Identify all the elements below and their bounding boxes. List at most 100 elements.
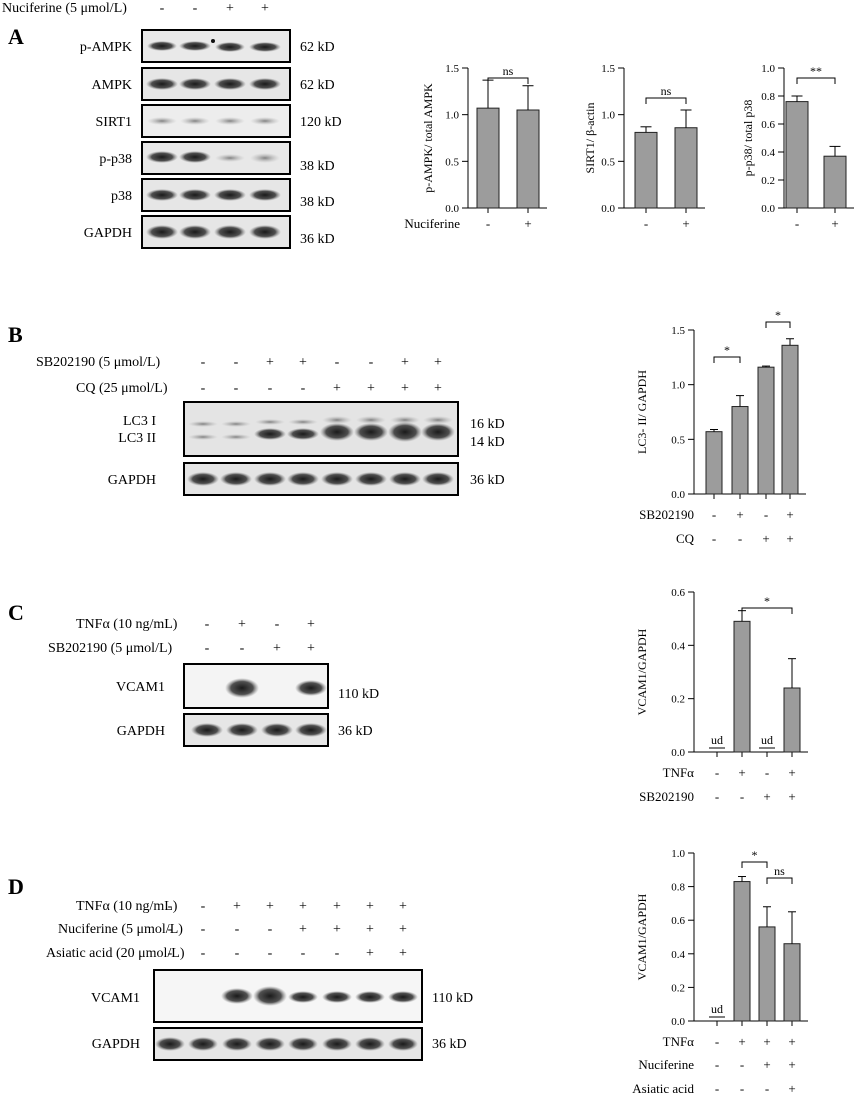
treatment-d-tnf-sign: +	[333, 899, 341, 914]
blot-label-c-vcam1: VCAM1	[116, 680, 165, 695]
x-row-sign: +	[786, 507, 793, 522]
x-row-sign: -	[644, 216, 648, 231]
blot-label-d-vcam1: VCAM1	[91, 991, 140, 1006]
significance-bracket	[713, 356, 741, 363]
treatment-b-sb-sign: -	[369, 355, 374, 370]
treatment-d-aa-sign: -	[301, 946, 306, 961]
bar	[731, 406, 749, 495]
bar	[733, 620, 751, 753]
x-row-sign: +	[682, 216, 689, 231]
y-tick-label: 0.0	[761, 203, 775, 215]
x-row-sign: -	[715, 789, 719, 804]
treatment-label-c-tnf: TNFα (10 ng/mL)	[76, 617, 178, 632]
treatment-c-sb-sign: -	[205, 641, 210, 656]
treatment-a-sign: +	[226, 1, 234, 16]
significance-label: ns	[503, 64, 514, 78]
treatment-d-nuc-sign: -	[168, 922, 173, 937]
treatment-d-aa-sign: -	[168, 946, 173, 961]
treatment-b-cq-sign: +	[367, 381, 375, 396]
y-axis-label: VCAM1/GAPDH	[635, 628, 649, 715]
x-row-sign: -	[715, 1057, 719, 1072]
blot-b-lc3	[183, 401, 459, 457]
y-tick-label: 0.0	[445, 203, 459, 215]
bar	[781, 344, 799, 495]
treatment-c-tnf-sign: +	[238, 617, 246, 632]
y-tick-label: 0.0	[671, 747, 685, 759]
x-row-sign: -	[712, 531, 716, 546]
blot-size-c-gapdh: 36 kD	[338, 724, 373, 739]
blot-label-a-p38: p38	[111, 189, 132, 204]
y-axis-label: VCAM1/GAPDH	[635, 893, 649, 980]
chart-b: 0.0 0.5 1.0 1.5 LC3- II/ GAPDH * * SB202190 - + - +…	[635, 308, 806, 546]
blot-a-sirt1	[141, 104, 291, 138]
blot-c-vcam1	[183, 663, 329, 709]
treatment-b-cq-sign: -	[301, 381, 306, 396]
blot-label-a-gapdh: GAPDH	[84, 226, 132, 241]
treatment-b-cq-sign: -	[201, 381, 206, 396]
panel-letter-d: D	[8, 874, 24, 899]
y-axis-label: p-p38/ total p38	[741, 100, 755, 177]
ud-label: ud	[711, 1002, 723, 1016]
treatment-b-sb-sign: +	[434, 355, 442, 370]
blot-c-gapdh	[183, 713, 329, 747]
x-row-sign: -	[764, 507, 768, 522]
chart-a1: 0.0 0.5 1.0 1.5 p-AMPK/ total AMPK ns Nuciferi…	[404, 63, 547, 231]
y-tick-label: 0.2	[671, 982, 685, 994]
blot-label-b-gapdh: GAPDH	[108, 473, 156, 488]
blot-size-a-p38: 38 kD	[300, 195, 335, 210]
y-tick-label: 0.8	[671, 882, 685, 894]
y-axis-label: SIRT1/ β-actin	[583, 102, 597, 173]
blot-size-d-gapdh: 36 kD	[432, 1037, 467, 1052]
bar	[783, 687, 801, 753]
treatment-a-sign: +	[261, 1, 269, 16]
blot-size-a-pp38: 38 kD	[300, 159, 335, 174]
y-tick-label: 0.5	[671, 434, 685, 446]
y-tick-label: 1.0	[445, 110, 459, 122]
treatment-c-tnf-sign: -	[275, 617, 280, 632]
x-row-sign: -	[740, 789, 744, 804]
bar	[758, 926, 776, 1022]
significance-bracket	[766, 877, 793, 884]
treatment-d-nuc-sign: +	[299, 922, 307, 937]
treatment-b-sb-sign: +	[266, 355, 274, 370]
blot-label-a-ampk: AMPK	[92, 78, 132, 93]
y-tick-label: 0.0	[601, 203, 615, 215]
x-row-sign: -	[712, 507, 716, 522]
treatment-label-d-nuc: Nuciferine (5 μmol/L)	[58, 922, 183, 937]
x-row-sign: +	[762, 531, 769, 546]
x-row-label: Asiatic acid	[632, 1081, 694, 1096]
treatment-b-cq-sign: -	[234, 381, 239, 396]
treatment-d-tnf-sign: +	[266, 899, 274, 914]
treatment-d-aa-sign: +	[366, 946, 374, 961]
treatment-b-cq-sign: +	[333, 381, 341, 396]
significance-bracket	[796, 77, 836, 84]
x-row-sign: +	[738, 765, 745, 780]
blot-size-b-gapdh: 36 kD	[470, 473, 505, 488]
treatment-b-sb-sign: -	[201, 355, 206, 370]
blot-size-b-16: 16 kD	[470, 417, 505, 432]
x-row-sign: +	[786, 531, 793, 546]
x-row-sign: +	[788, 789, 795, 804]
blot-label-a-sirt1: SIRT1	[96, 115, 133, 130]
blot-label-b-lc3i: LC3 I	[123, 414, 156, 429]
treatment-d-tnf-sign: +	[233, 899, 241, 914]
y-tick-label: 0.4	[671, 949, 685, 961]
x-row-sign: -	[486, 216, 490, 231]
y-tick-label: 0.0	[671, 1016, 685, 1028]
blot-label-a-pampk: p-AMPK	[80, 40, 132, 55]
blot-size-b-14: 14 kD	[470, 435, 505, 450]
x-row-sign: -	[715, 765, 719, 780]
treatment-b-cq-sign: -	[268, 381, 273, 396]
significance-label: ns	[661, 84, 672, 98]
y-tick-label: 0.6	[671, 587, 685, 599]
blot-size-a-pampk: 62 kD	[300, 40, 335, 55]
bar	[783, 943, 801, 1022]
treatment-d-nuc-sign: -	[201, 922, 206, 937]
x-row-sign: +	[788, 1057, 795, 1072]
y-tick-label: 1.0	[761, 63, 775, 75]
x-row-sign: +	[788, 1081, 795, 1096]
blot-a-gapdh	[141, 215, 291, 249]
x-row-sign: -	[765, 765, 769, 780]
treatment-d-tnf-sign: -	[201, 899, 206, 914]
significance-label: ns	[774, 864, 785, 878]
